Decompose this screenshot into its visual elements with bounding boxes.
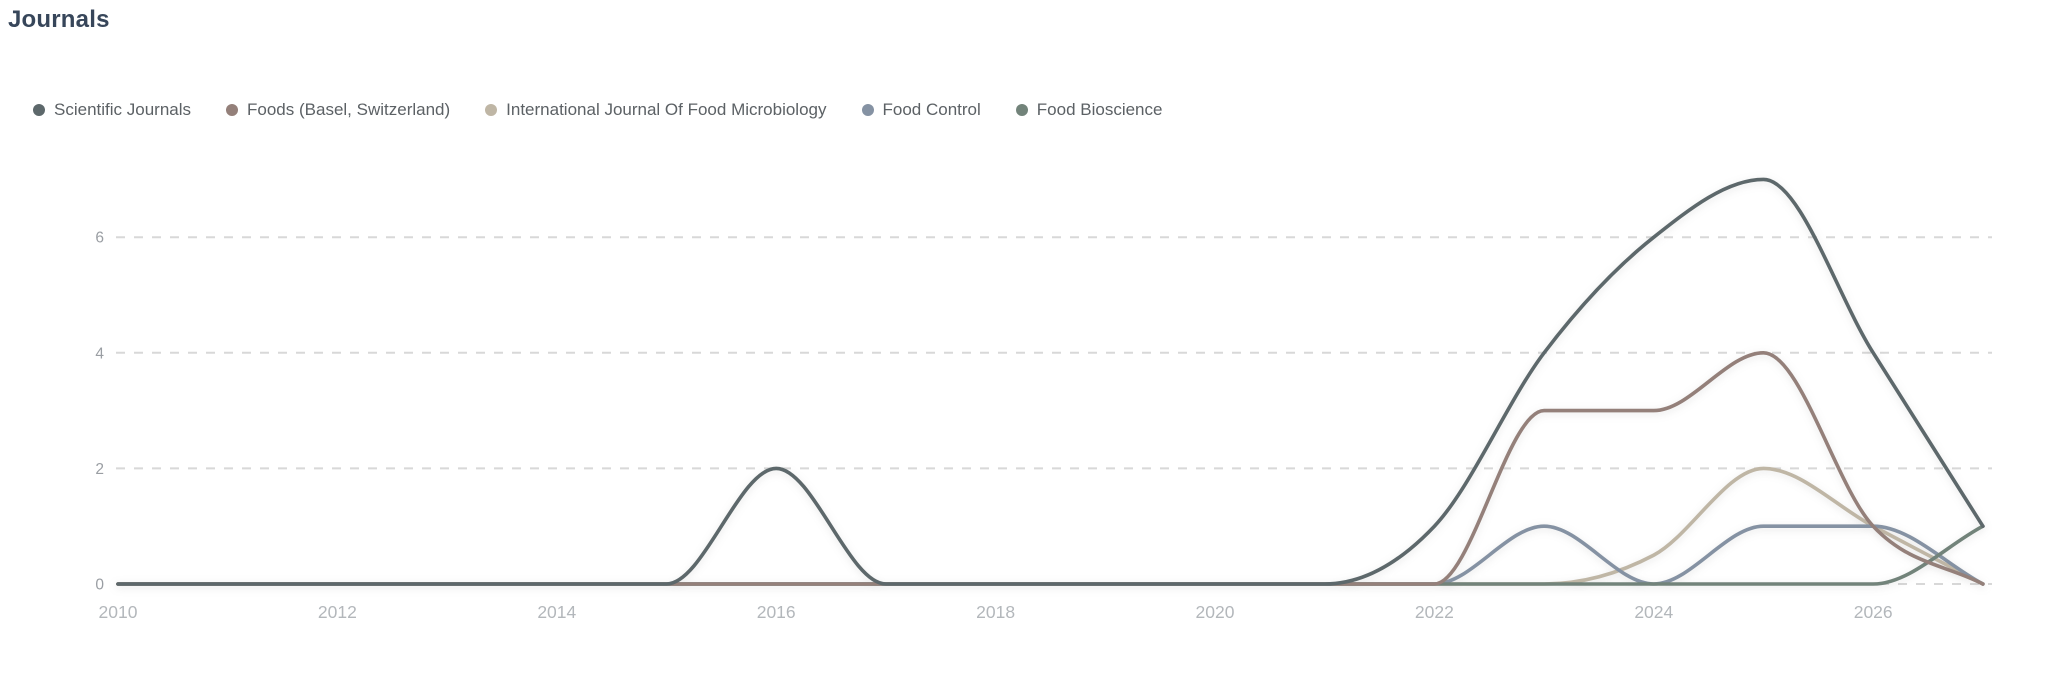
legend-item-international-journal-of-food-microbiology[interactable]: International Journal Of Food Microbiolo… bbox=[485, 100, 827, 120]
legend-label: Foods (Basel, Switzerland) bbox=[247, 100, 451, 119]
legend: Scientific Journals Foods (Basel, Switzer… bbox=[33, 100, 1162, 120]
gridlines: 0 2 4 6 bbox=[95, 230, 1992, 594]
legend-dot-icon bbox=[33, 104, 45, 116]
series-line-scientific-journals[interactable] bbox=[116, 177, 1985, 586]
legend-label: Food Control bbox=[882, 100, 981, 119]
x-tick-label: 2024 bbox=[1634, 602, 1673, 622]
series-line-food-control[interactable] bbox=[116, 524, 1985, 586]
x-tick-label: 2016 bbox=[757, 602, 796, 622]
x-tick-label: 2020 bbox=[1196, 602, 1235, 622]
x-tick-label: 2022 bbox=[1415, 602, 1454, 622]
legend-dot-icon bbox=[1015, 104, 1028, 116]
series-line-international-journal-of-food-microbiology[interactable] bbox=[116, 466, 1985, 586]
legend-dot-icon bbox=[226, 104, 239, 116]
legend-item-food-control[interactable]: Food Control bbox=[861, 100, 981, 120]
series-lines bbox=[116, 177, 1985, 586]
legend-item-foods-basel-switzerland[interactable]: Foods (Basel, Switzerland) bbox=[226, 100, 450, 120]
series-line-food-bioscience[interactable] bbox=[116, 524, 1985, 586]
legend-label: International Journal Of Food Microbiolo… bbox=[506, 100, 827, 119]
x-tick-label: 2026 bbox=[1854, 602, 1893, 622]
legend-label: Food Bioscience bbox=[1036, 100, 1163, 119]
x-axis-labels: 2010 2012 2014 2016 2018 2020 2022 2024 2026 bbox=[99, 602, 1893, 622]
x-tick-label: 2010 bbox=[99, 602, 138, 622]
y-tick-label: 0 bbox=[95, 577, 104, 594]
x-tick-label: 2014 bbox=[537, 602, 576, 622]
x-tick-label: 2012 bbox=[318, 602, 357, 622]
y-tick-label: 4 bbox=[95, 345, 104, 362]
y-tick-label: 6 bbox=[95, 230, 104, 247]
legend-label: Scientific Journals bbox=[54, 100, 192, 119]
legend-dot-icon bbox=[861, 104, 874, 116]
legend-item-food-bioscience[interactable]: Food Bioscience bbox=[1015, 100, 1163, 120]
page-title: Journals bbox=[8, 6, 110, 33]
x-tick-label: 2018 bbox=[976, 602, 1015, 622]
legend-dot-icon bbox=[485, 104, 498, 116]
legend-item-scientific-journals[interactable]: Scientific Journals bbox=[33, 100, 191, 120]
y-tick-label: 2 bbox=[95, 461, 104, 478]
